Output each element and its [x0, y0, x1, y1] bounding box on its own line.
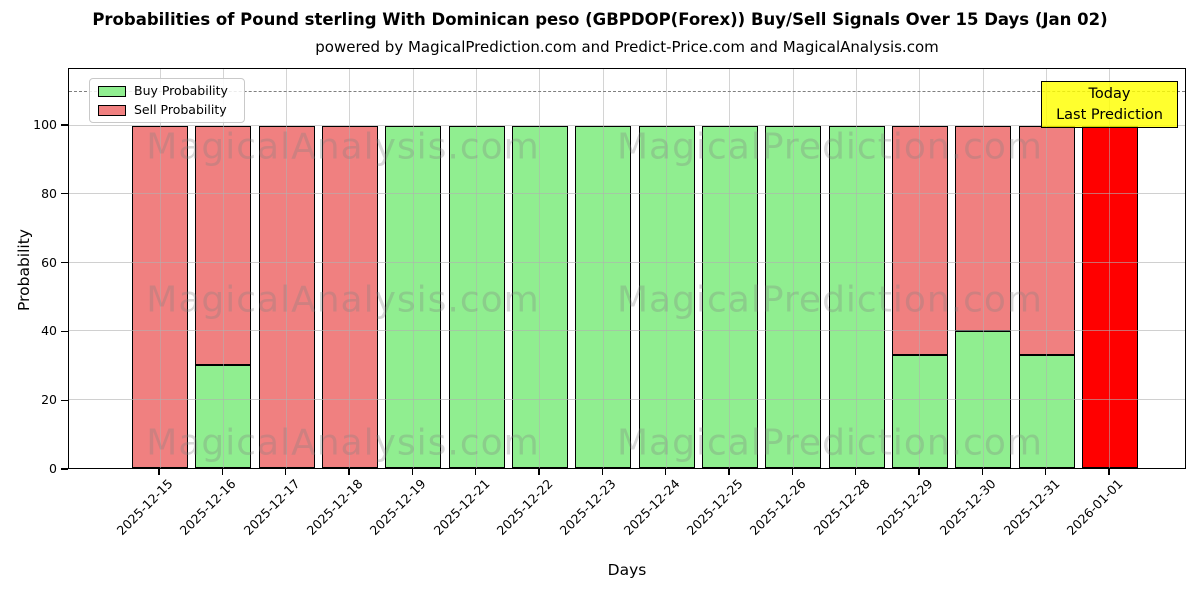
gridline-vertical: [539, 69, 541, 468]
chart-subtitle: powered by MagicalPrediction.com and Pre…: [315, 38, 939, 56]
x-tick-mark: [411, 469, 413, 475]
gridline-horizontal: [69, 261, 1185, 263]
x-tick-mark: [221, 469, 223, 475]
gridline-horizontal: [69, 398, 1185, 400]
x-tick-label: 2025-12-22: [493, 476, 556, 538]
x-tick-label: 2025-12-23: [556, 476, 619, 538]
y-tick-label: 100: [33, 117, 57, 133]
y-tick-mark: [61, 330, 68, 333]
y-tick-label: 20: [41, 392, 57, 408]
gridline-vertical: [349, 69, 351, 468]
x-tick-mark: [855, 469, 857, 475]
legend-swatch: [98, 85, 126, 97]
threshold-dashed-line: [69, 90, 1185, 92]
legend-item: Buy Probability: [98, 84, 236, 98]
gridline-vertical: [1046, 69, 1048, 468]
today-annotation: Today Last Prediction: [1041, 81, 1178, 128]
gridline-horizontal: [69, 193, 1185, 195]
gridline-vertical: [286, 69, 288, 468]
x-tick-mark: [1045, 469, 1047, 475]
gridline-horizontal: [69, 330, 1185, 332]
y-tick-mark: [61, 193, 68, 195]
gridline-vertical: [792, 69, 794, 468]
x-tick-label: 2025-12-21: [430, 476, 493, 538]
x-tick-label: 2025-12-26: [746, 476, 809, 538]
y-tick-label: 60: [41, 254, 57, 270]
x-tick-label: 2025-12-30: [936, 476, 999, 538]
x-tick-mark: [285, 469, 287, 475]
x-tick-mark: [918, 469, 920, 475]
x-tick-label: 2025-12-16: [176, 476, 239, 538]
y-tick-mark: [61, 262, 68, 264]
x-tick-mark: [475, 469, 477, 475]
gridline-vertical: [159, 69, 161, 468]
x-tick-mark: [791, 469, 793, 475]
today-annotation-line1: Today: [1088, 86, 1131, 102]
legend-item: Sell Probability: [98, 103, 236, 117]
legend: Buy Probability Sell Probability: [89, 78, 245, 123]
gridline-vertical: [476, 69, 478, 468]
x-tick-label: 2026-01-01: [1063, 476, 1126, 538]
x-tick-label: 2025-12-24: [620, 476, 683, 538]
y-tick-label: 0: [49, 461, 57, 476]
gridline-vertical: [1109, 69, 1111, 468]
y-tick-label: 40: [41, 323, 57, 339]
y-tick-label: 80: [41, 185, 57, 201]
x-tick-label: 2025-12-31: [1000, 476, 1063, 538]
x-axis-label: Days: [607, 561, 647, 579]
x-tick-mark: [981, 469, 983, 475]
x-tick-label: 2025-12-18: [303, 476, 366, 538]
gridline-vertical: [602, 69, 604, 468]
today-annotation-line2: Last Prediction: [1056, 107, 1163, 123]
chart-title: Probabilities of Pound sterling With Dom…: [92, 10, 1108, 29]
x-tick-mark: [158, 469, 160, 475]
x-tick-mark: [348, 469, 350, 475]
plot-area: Buy Probability Sell Probability Today La…: [68, 68, 1186, 469]
x-tick-mark: [1108, 469, 1110, 475]
x-tick-mark: [538, 469, 540, 475]
x-tick-mark: [665, 469, 667, 475]
gridline-vertical: [856, 69, 858, 468]
y-tick-mark: [61, 399, 68, 401]
legend-swatch: [98, 104, 126, 116]
x-tick-label: 2025-12-17: [240, 476, 303, 538]
x-tick-label: 2025-12-19: [366, 476, 429, 538]
y-tick-mark: [61, 468, 68, 470]
gridline-vertical: [412, 69, 414, 468]
legend-label: Buy Probability: [134, 83, 228, 98]
y-tick-mark: [61, 124, 68, 126]
gridline-horizontal: [69, 124, 1185, 126]
x-tick-label: 2025-12-15: [113, 476, 176, 538]
x-tick-label: 2025-12-29: [873, 476, 936, 538]
x-tick-label: 2025-12-28: [810, 476, 873, 538]
gridline-vertical: [666, 69, 668, 468]
gridline-vertical: [982, 69, 984, 468]
gridline-vertical: [222, 69, 224, 468]
legend-label: Sell Probability: [134, 102, 227, 117]
x-tick-mark: [601, 469, 603, 475]
gridline-vertical: [919, 69, 921, 468]
x-tick-label: 2025-12-25: [683, 476, 746, 538]
gridline-vertical: [729, 69, 731, 468]
x-tick-mark: [728, 469, 730, 475]
